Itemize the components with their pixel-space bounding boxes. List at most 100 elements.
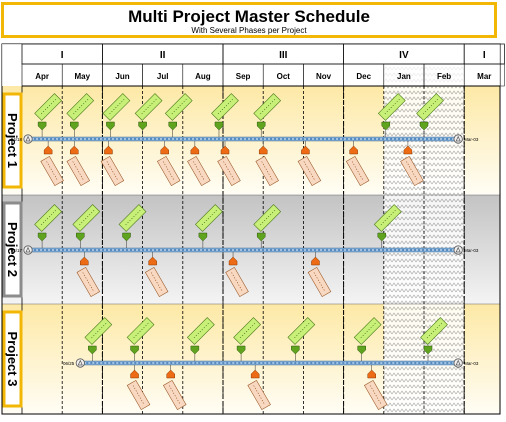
top-milestone-callout-text: [293, 323, 310, 339]
quarter-label: I: [483, 50, 486, 61]
project-label-box: [2, 92, 23, 189]
project-label: Project 1: [5, 113, 20, 168]
top-milestone-callout-text: [140, 99, 157, 115]
top-milestone-callout-text: [170, 99, 187, 115]
bottom-milestone-marker: [160, 145, 169, 155]
top-milestone-marker: [256, 232, 266, 242]
top-milestone-callout-text: [359, 323, 376, 339]
bottom-milestone-callout: [187, 155, 211, 187]
bottom-milestone-callout: [364, 379, 388, 411]
bottom-milestone-callout-text: [72, 161, 85, 181]
top-milestone-callout-text: [383, 99, 400, 115]
bottom-milestone-callout-text: [132, 385, 145, 405]
bottom-milestone-callout: [66, 155, 90, 187]
bottom-milestone-callout-text: [46, 161, 58, 181]
top-milestone-marker: [37, 232, 47, 242]
top-milestone-marker: [37, 121, 47, 131]
bottom-milestone-marker: [228, 256, 238, 266]
timeline-marker-glyph: [455, 246, 461, 253]
month-label: Feb: [437, 72, 451, 81]
bottom-milestone-marker: [258, 145, 268, 155]
top-milestone-callout-text: [40, 99, 57, 115]
bottom-milestone-callout: [163, 379, 187, 411]
timeline-start-label: 04/17: [11, 248, 23, 253]
top-milestone-callout-text: [379, 210, 396, 226]
bottom-milestone-marker: [43, 145, 53, 155]
top-milestone-callout-text: [239, 323, 256, 339]
project-timeline-group: 04/18 Mar-03: [11, 93, 479, 187]
bottom-milestone-callout: [144, 266, 169, 298]
bottom-milestone-callout: [217, 155, 241, 187]
bottom-milestone-marker: [250, 369, 260, 379]
bottom-milestone-marker: [301, 145, 310, 155]
bottom-milestone-callout: [255, 155, 279, 187]
bottom-milestone-marker: [130, 369, 139, 379]
top-milestone-callout-text: [426, 323, 443, 339]
timeline-end-label: Mar-03: [464, 361, 479, 366]
top-milestone-marker: [106, 121, 115, 131]
month-label: Mar: [477, 72, 491, 81]
bottom-milestone-callout-text: [303, 161, 316, 181]
month-label: Oct: [277, 72, 291, 81]
top-milestone-marker: [130, 345, 139, 355]
top-milestone-marker: [419, 121, 429, 131]
timeline-end-label: Mar-03: [464, 137, 479, 142]
top-milestone-callout-text: [192, 323, 209, 339]
page-title: Multi Project Master Schedule: [128, 7, 370, 26]
bottom-milestone-marker: [104, 145, 113, 155]
bottom-milestone-callout-text: [168, 385, 181, 405]
title-box: Multi Project Master Schedule With Sever…: [1, 2, 497, 38]
top-milestone-marker: [70, 121, 79, 131]
top-milestone-callout-text: [216, 99, 233, 115]
month-label: Jan: [397, 72, 411, 81]
top-milestone-callout-text: [200, 210, 217, 226]
bottom-milestone-callout-text: [223, 161, 235, 181]
timeline-end-label: Mar-03: [464, 248, 479, 253]
month-label: Apr: [35, 72, 49, 81]
bottom-milestone-callout: [307, 266, 332, 298]
bottom-milestone-callout-text: [162, 161, 175, 181]
bottom-milestone-callout-text: [369, 385, 382, 405]
top-milestone-marker: [214, 121, 224, 131]
project-label-box: [2, 310, 23, 408]
bottom-milestone-callout-text: [313, 272, 326, 292]
month-label: Nov: [316, 72, 332, 81]
month-label: Sep: [236, 72, 251, 81]
top-milestone-callout-text: [90, 323, 107, 339]
bottom-milestone-marker: [367, 369, 376, 379]
quarter-label: I: [61, 50, 64, 61]
timeline-marker-glyph: [25, 246, 31, 253]
project-label: Project 3: [5, 332, 20, 387]
top-milestone-marker: [236, 345, 246, 355]
top-milestone-callout-text: [108, 99, 125, 115]
top-milestone-marker: [122, 232, 131, 242]
bottom-milestone-callout: [297, 155, 322, 187]
top-milestone-marker: [291, 345, 300, 355]
top-milestone-marker: [168, 121, 177, 131]
bottom-milestone-callout-text: [253, 385, 265, 405]
top-milestone-marker: [423, 345, 433, 355]
timeline-marker-glyph: [455, 135, 461, 142]
top-milestone-callout-text: [124, 210, 141, 226]
top-milestone-marker: [256, 121, 266, 131]
bottom-milestone-callout-text: [231, 272, 243, 292]
top-milestone-callout-text: [78, 210, 95, 226]
month-label: Jun: [115, 72, 129, 81]
bottom-milestone-callout-text: [261, 161, 273, 181]
month-label: Dec: [356, 72, 371, 81]
timeline-marker-glyph: [25, 135, 31, 142]
bottom-milestone-callout-text: [193, 161, 205, 181]
bottom-milestone-marker: [166, 369, 175, 379]
top-milestone-callout-text: [422, 99, 438, 115]
bottom-milestone-marker: [220, 145, 230, 155]
month-label: May: [75, 72, 91, 81]
top-milestone-callout-text: [72, 99, 89, 115]
bottom-milestone-callout: [345, 155, 370, 187]
bottom-milestone-marker: [80, 256, 89, 266]
top-milestone-callout-text: [40, 210, 57, 226]
project-timeline-group: 04/17 Mar-03: [11, 204, 479, 298]
bottom-milestone-marker: [70, 145, 79, 155]
quarter-label: III: [279, 50, 288, 61]
top-milestone-marker: [381, 121, 391, 131]
